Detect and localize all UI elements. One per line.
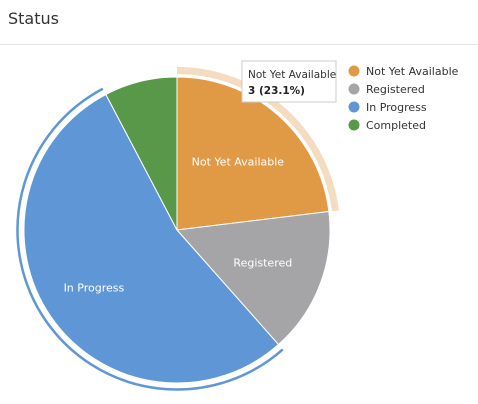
tooltip-title: Not Yet Available (248, 69, 336, 81)
pie-halos (16, 67, 339, 391)
legend-item-not-yet-available[interactable]: Not Yet Available (348, 65, 459, 78)
hover-halo-not-yet-available (176, 67, 339, 212)
legend-marker-registered (348, 83, 360, 95)
pie-slice-labels: Not Yet Available Registered In Progress (64, 155, 293, 294)
legend-marker-completed (348, 119, 360, 131)
legend-marker-in-progress (348, 101, 360, 113)
legend-item-completed[interactable]: Completed (348, 119, 427, 132)
tooltip-value: 3 (23.1%) (248, 85, 305, 97)
pie-slice-registered[interactable] (175, 211, 331, 346)
slice-label-not-yet-available: Not Yet Available (192, 155, 285, 168)
tooltip: Not Yet Available 3 (23.1%) (241, 60, 337, 103)
legend-label-registered: Registered (366, 83, 425, 96)
legend-label-completed: Completed (366, 119, 426, 132)
legend-item-registered[interactable]: Registered (348, 83, 425, 96)
panel-title: Status (8, 9, 59, 28)
legend: Not Yet Available Registered In Progress Co… (348, 65, 459, 132)
tooltip-box (241, 60, 337, 103)
pie-slice-completed[interactable] (105, 76, 178, 231)
pie-slice-not-yet-available[interactable] (176, 76, 330, 231)
legend-item-in-progress[interactable]: In Progress (348, 101, 427, 114)
pie-slice-in-progress[interactable] (23, 93, 280, 384)
legend-label-in-progress: In Progress (366, 101, 427, 114)
title-divider (0, 44, 478, 45)
pie-slices (23, 76, 331, 384)
legend-label-not-yet-available: Not Yet Available (366, 65, 459, 78)
selection-halo-in-progress (16, 87, 284, 391)
legend-marker-not-yet-available (348, 65, 360, 77)
slice-label-registered: Registered (233, 257, 292, 270)
slice-label-in-progress: In Progress (64, 281, 125, 294)
